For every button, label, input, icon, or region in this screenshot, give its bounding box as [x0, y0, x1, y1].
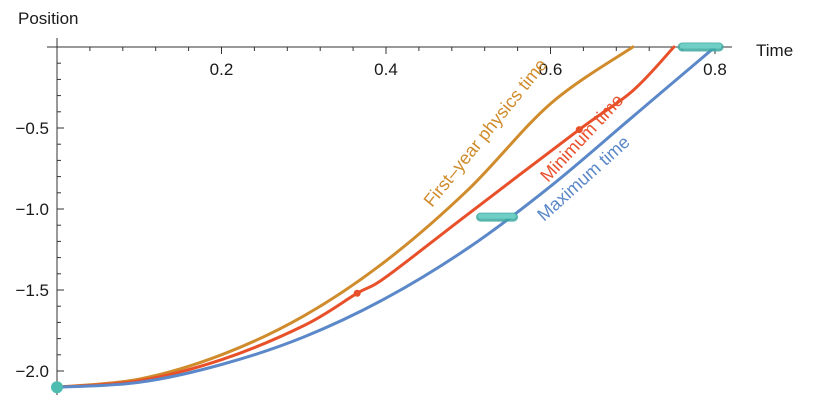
- series-first-year-physics-time-label: First–year physics time: [420, 55, 551, 211]
- x-tick-label: 0.2: [210, 60, 234, 79]
- annotations: [51, 42, 724, 394]
- x-tick-label: 0.4: [374, 60, 398, 79]
- series-maximum-time-line: [55, 45, 717, 389]
- y-tick-label: −1.5: [15, 281, 49, 300]
- start-point-marker: [51, 381, 63, 394]
- x-tick-label: 0.6: [539, 60, 563, 79]
- y-axis-label: Position: [18, 9, 78, 28]
- x-tick-label: 0.8: [703, 60, 727, 79]
- y-tick-label: −2.0: [15, 362, 49, 381]
- series-minimum-time-marker: [575, 126, 583, 134]
- series-first-year-physics-time-line: [55, 45, 635, 389]
- series-minimum-time-marker: [353, 289, 361, 297]
- labels: 0.2 0.4 0.6 0.8 −0.5 −1.0 −1.5 −2.0 Time Position…: [15, 9, 793, 381]
- x-axis-label: Time: [756, 41, 793, 60]
- axes: [47, 38, 732, 395]
- y-tick-label: −0.5: [15, 119, 49, 138]
- y-tick-label: −1.0: [15, 200, 49, 219]
- curves: [55, 45, 717, 389]
- series-minimum-time-line: [55, 45, 676, 389]
